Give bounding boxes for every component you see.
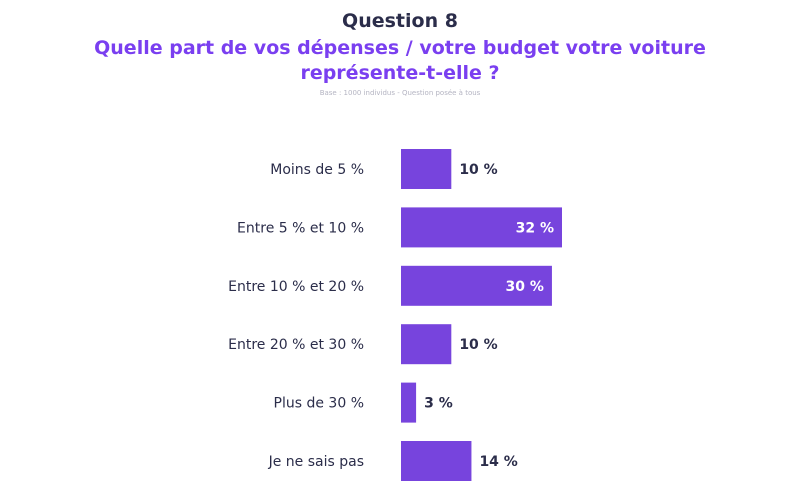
category-label: Entre 20 % et 30 %	[228, 337, 364, 353]
value-label: 3 %	[424, 396, 453, 412]
category-label: Moins de 5 %	[270, 162, 364, 178]
base-note: Base : 1000 individus - Question posée à…	[319, 89, 481, 97]
bar	[401, 382, 417, 423]
question-number: Question 8	[342, 10, 458, 32]
value-label: 10 %	[459, 162, 497, 178]
bar	[401, 149, 452, 189]
bar	[401, 324, 452, 365]
value-label: 10 %	[459, 337, 497, 353]
value-label: 14 %	[479, 454, 517, 470]
bar	[401, 207, 562, 248]
bar	[401, 441, 472, 481]
category-label: Entre 5 % et 10 %	[237, 220, 364, 236]
question-title: Quelle part de vos dépenses / votre budg…	[94, 37, 706, 84]
bar	[401, 265, 552, 306]
value-label: 30 %	[506, 279, 544, 295]
value-label: 32 %	[516, 220, 554, 236]
category-label: Plus de 30 %	[274, 396, 364, 412]
category-label: Je ne sais pas	[268, 454, 364, 470]
category-label: Entre 10 % et 20 %	[228, 279, 364, 295]
